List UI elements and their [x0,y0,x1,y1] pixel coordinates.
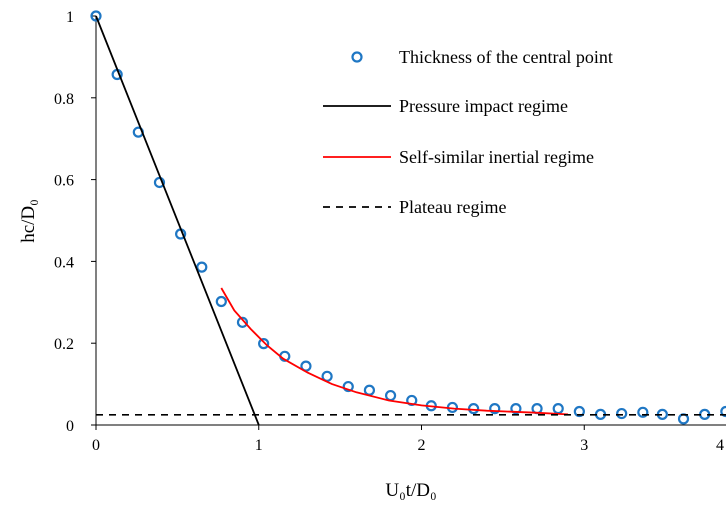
data-point-thickness-of-the-central-point [469,404,478,413]
data-point-thickness-of-the-central-point [386,391,395,400]
y-axis-title: hc/D₀ [18,199,39,243]
data-point-thickness-of-the-central-point [259,339,268,348]
legend-label-pressure-impact-regime: Pressure impact regime [399,96,568,116]
legend-label-self-similar-inertial-regime: Self-similar inertial regime [399,147,594,167]
legend-marker-thickness-of-the-central-point [353,53,362,62]
tick-labels: 0 0.2 0.4 0.6 0.8 1 0 1 2 3 4 [54,9,724,454]
y-tick-label: 0.8 [54,91,74,108]
axes [91,16,726,430]
y-tick-label: 0 [66,418,74,435]
data-point-thickness-of-the-central-point [554,404,563,413]
plot-area [92,12,726,426]
y-tick-label: 0.2 [54,336,74,353]
legend-label-plateau-regime: Plateau regime [399,197,506,217]
data-point-thickness-of-the-central-point [617,409,626,418]
data-point-thickness-of-the-central-point [679,414,688,423]
series-line-pressure-impact-regime [96,16,259,425]
x-axis-title: U₀t/D₀ [385,480,436,501]
x-tick-label: 2 [418,437,426,454]
y-tick-label: 1 [66,9,74,26]
x-tick-label: 4 [716,437,724,454]
legend: Thickness of the central point Pressure i… [323,47,613,217]
x-tick-label: 1 [255,437,263,454]
data-point-thickness-of-the-central-point [197,263,206,272]
data-point-thickness-of-the-central-point [365,386,374,395]
y-tick-label: 0.6 [54,173,74,190]
data-point-thickness-of-the-central-point [217,297,226,306]
y-tick-label: 0.4 [54,254,74,271]
x-tick-label: 3 [580,437,588,454]
legend-label-thickness-of-the-central-point: Thickness of the central point [399,47,613,67]
x-tick-label: 0 [92,437,100,454]
